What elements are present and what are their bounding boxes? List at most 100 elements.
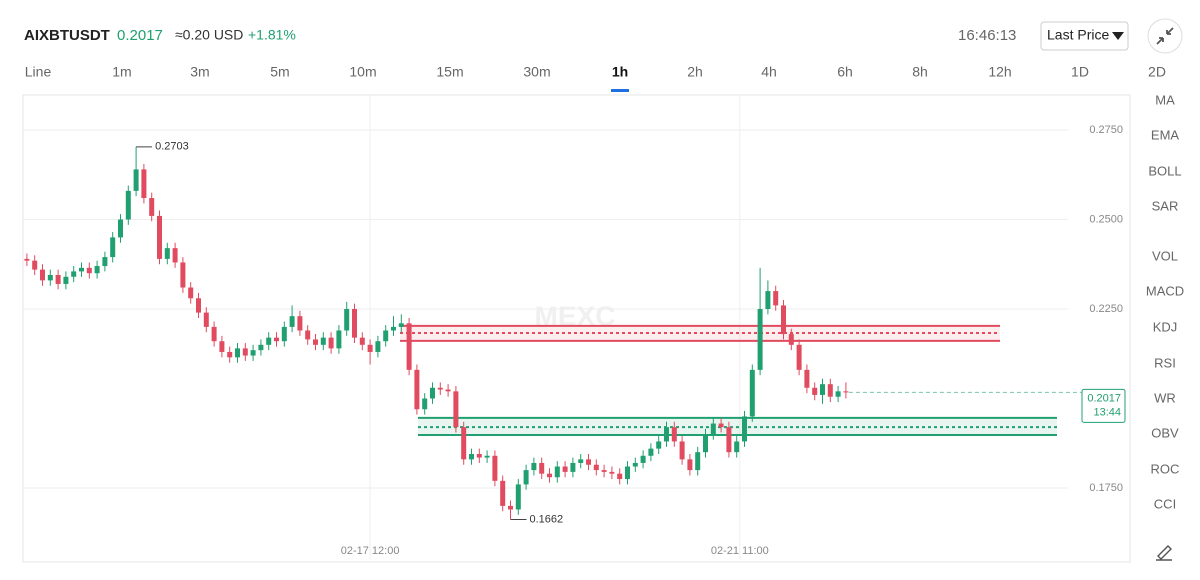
candle-body	[601, 470, 607, 472]
candle-body	[274, 337, 279, 342]
timeframe-tab[interactable]: 3m	[190, 64, 209, 80]
candle-body	[703, 434, 708, 453]
active-tab-underline	[611, 89, 629, 92]
candle-body	[55, 274, 61, 284]
timeframe-tab[interactable]: 15m	[436, 64, 463, 80]
candle-body	[32, 260, 38, 270]
candle-body	[476, 453, 482, 458]
indicator-button[interactable]: CCI	[1154, 496, 1176, 511]
candle-body	[289, 316, 295, 327]
button-label[interactable]: Last Price	[1047, 27, 1109, 43]
indicator-button[interactable]: OBV	[1151, 425, 1179, 440]
candle-body	[180, 262, 186, 288]
indicator-button[interactable]: MACD	[1146, 283, 1184, 298]
candle-body	[843, 391, 849, 393]
candle-body	[679, 441, 685, 460]
candle-body	[133, 169, 139, 191]
candle-body	[367, 344, 373, 352]
timeframe-tab[interactable]: 4h	[761, 64, 777, 80]
candle-body	[523, 470, 529, 485]
candle-body	[102, 257, 108, 267]
candle-body	[125, 190, 131, 220]
indicator-button[interactable]: MA	[1155, 92, 1175, 107]
indicator-button[interactable]: VOL	[1152, 248, 1178, 263]
candle-body	[664, 427, 669, 442]
candle-body	[141, 169, 147, 199]
timeframe-tab[interactable]: 2D	[1148, 64, 1166, 80]
candle-body	[562, 466, 568, 472]
candle-body	[757, 309, 763, 370]
candle-body	[742, 416, 747, 442]
candle-body	[188, 287, 194, 299]
timeframe-tab[interactable]: 6h	[837, 64, 853, 80]
candle-body	[406, 323, 412, 370]
timeframe-tab[interactable]: 1h	[612, 64, 628, 80]
candle-body	[235, 348, 240, 358]
indicator-button[interactable]: KDJ	[1153, 319, 1178, 334]
header-price: 0.2017	[117, 27, 163, 44]
candle-body	[305, 330, 311, 340]
timeframe-tab[interactable]: 5m	[270, 64, 289, 80]
timeframe-tab[interactable]: 12h	[988, 64, 1011, 80]
low-label: 0.1662	[530, 513, 564, 525]
indicator-button[interactable]: WR	[1154, 390, 1176, 405]
candle-body	[484, 455, 490, 458]
candle-body	[258, 344, 264, 351]
dropdown-arrow	[1112, 32, 1124, 40]
candle-body	[617, 473, 623, 480]
draw-tool-icon[interactable]	[1156, 545, 1172, 561]
candle-body	[578, 459, 584, 463]
timeframe-tab[interactable]: 10m	[349, 64, 376, 80]
candle-body	[359, 337, 365, 345]
timeframe-tab[interactable]: 8h	[912, 64, 928, 80]
fullscreen-button[interactable]	[1147, 18, 1183, 54]
candle-body	[398, 323, 404, 327]
candle-body	[297, 316, 303, 331]
candle-body	[796, 344, 802, 370]
timeframe-tab[interactable]: 1D	[1071, 64, 1089, 80]
timeframe-tab[interactable]: Line	[25, 64, 52, 80]
timeframe-tab[interactable]: 1m	[112, 64, 131, 80]
candle-body	[336, 330, 342, 349]
timeframe-tab[interactable]: 2h	[687, 64, 703, 80]
usd-price: ≈0.20 USD	[175, 27, 243, 43]
candle-body	[24, 258, 30, 261]
candle-body	[281, 326, 287, 342]
candle-body	[625, 466, 630, 480]
candle-body	[586, 459, 591, 465]
candle-body	[640, 455, 646, 463]
timeframe-tab[interactable]: 30m	[523, 64, 550, 80]
candle-body	[172, 248, 178, 263]
candle-body	[827, 384, 833, 397]
candle-body	[773, 291, 779, 306]
indicator-button[interactable]: RSI	[1154, 355, 1176, 370]
candle-body	[671, 427, 677, 442]
indicator-button[interactable]: SAR	[1152, 198, 1179, 213]
last-price-label: 0.2017	[1087, 392, 1121, 404]
candle-body	[149, 198, 155, 216]
candle-body	[344, 309, 350, 331]
candle-body	[266, 337, 272, 345]
candle-body	[726, 427, 732, 453]
candle-body	[453, 391, 459, 428]
change: +1.81%	[248, 27, 296, 43]
candle-body	[157, 215, 162, 259]
indicator-button[interactable]: EMA	[1151, 127, 1180, 142]
candle-body	[781, 305, 786, 335]
candle-body	[79, 267, 84, 272]
candle-body	[196, 298, 201, 313]
candle-body	[718, 423, 724, 428]
indicator-button[interactable]: BOLL	[1148, 163, 1181, 178]
candle-body	[632, 462, 638, 467]
price-type-button[interactable]: Last Price	[1040, 21, 1129, 51]
candle-body	[788, 334, 794, 345]
symbol: AIXBTUSDT	[24, 27, 110, 44]
candle-body	[695, 452, 701, 471]
indicator-button[interactable]: ROC	[1151, 461, 1180, 476]
candle-body	[547, 473, 552, 478]
candle-body	[86, 267, 92, 274]
candle-body	[328, 337, 334, 349]
candle-body	[570, 462, 576, 472]
candle-body	[110, 237, 116, 258]
candle-body	[508, 505, 513, 510]
